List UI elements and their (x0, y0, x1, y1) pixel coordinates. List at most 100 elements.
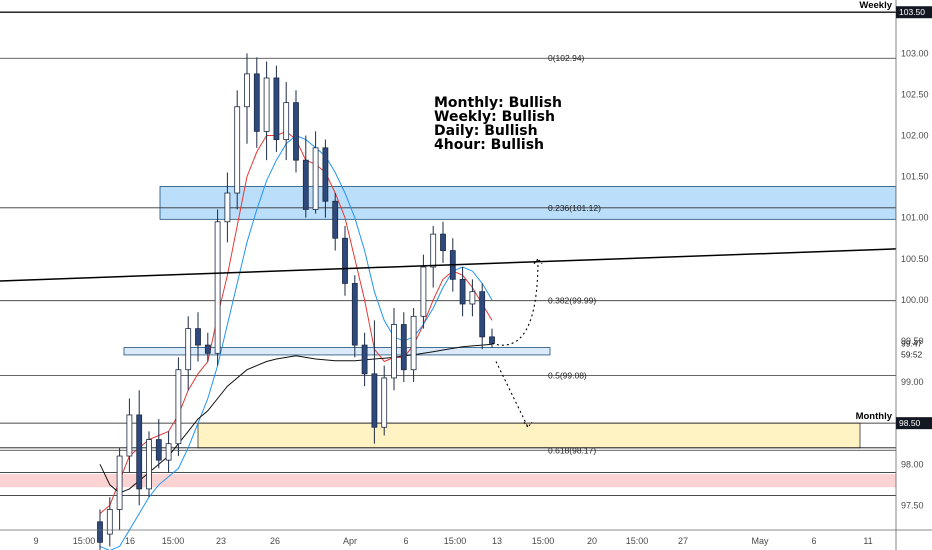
countdown-label: 59:52 (901, 349, 923, 359)
candle (400, 312, 407, 383)
time-tick-label: 16 (125, 536, 135, 546)
price-tick-label: 97.50 (901, 500, 924, 510)
candle (185, 316, 192, 391)
trendline (0, 248, 897, 282)
candle (302, 135, 309, 218)
resistance-zone (159, 186, 897, 220)
time-tick-label: Apr (343, 536, 357, 546)
candle (175, 357, 182, 457)
candle-body (342, 237, 348, 284)
candle (312, 131, 319, 214)
bias-line-0: Monthly: Bullish (434, 95, 562, 111)
time-tick-label: 20 (587, 536, 597, 546)
time-tick-label: 15:00 (532, 536, 555, 546)
time-tick-label: 15:00 (73, 536, 96, 546)
candle-body (97, 521, 103, 543)
candle (322, 139, 329, 218)
candle-body (322, 147, 329, 202)
candle (97, 509, 103, 550)
monthly-zone (197, 422, 861, 449)
timeframe-label-weekly: Weekly (859, 0, 892, 11)
time-tick-label: 15:00 (626, 536, 649, 546)
candle-body (420, 266, 427, 317)
bearish-projection (495, 361, 529, 428)
price-tick-label: 98.00 (901, 459, 924, 469)
candle (204, 332, 211, 362)
candle-body (410, 315, 417, 371)
price-tick-label: 100.00 (901, 295, 929, 305)
price-tick-label: 100.50 (901, 254, 929, 264)
candle-body (195, 328, 201, 346)
price-tag-bg (896, 417, 932, 430)
time-tick-label: 15:00 (162, 536, 185, 546)
candle-body (116, 455, 123, 510)
candle (146, 431, 152, 498)
candle (381, 365, 388, 436)
candle-body (244, 73, 250, 108)
candle (273, 65, 280, 152)
candle-body (351, 283, 358, 346)
candle (224, 172, 231, 243)
candle (342, 225, 348, 296)
candle (195, 312, 201, 362)
candle (214, 209, 221, 366)
zones-layer (0, 186, 897, 488)
candle-body (479, 291, 486, 338)
candle (136, 390, 143, 506)
candle-body (263, 77, 270, 132)
fib-label-0: 0(102.94) (548, 53, 585, 63)
candle-body (155, 439, 162, 461)
candle (410, 308, 417, 383)
candle-body (146, 439, 152, 490)
candle (351, 275, 358, 358)
candle (116, 447, 123, 530)
time-tick-label: May (751, 536, 769, 546)
price-axis-bg (896, 0, 932, 550)
candle (263, 61, 270, 161)
candle-body (224, 192, 231, 223)
candle-body (459, 278, 466, 305)
candles-layer (97, 53, 495, 550)
timeframe-label-monthly: Monthly (856, 411, 893, 422)
price-tick-label: 103.00 (901, 48, 929, 58)
time-tick-label: 6 (403, 536, 408, 546)
candle-body (106, 509, 113, 535)
candle-body (204, 344, 211, 354)
candle (440, 221, 446, 263)
time-tick-label: 6 (811, 536, 816, 546)
time-tick-label: 26 (270, 536, 280, 546)
time-tick-label: 9 (33, 536, 38, 546)
candle-body (214, 221, 221, 354)
candle-body (381, 377, 388, 428)
time-tick-label: 11 (863, 536, 872, 546)
price-tick-label: 101.00 (901, 213, 929, 223)
time-tick-label: 27 (678, 536, 688, 546)
candle-body (283, 102, 290, 141)
candle (332, 193, 339, 251)
candle (106, 497, 113, 547)
candle-body (185, 328, 192, 371)
candle-body (136, 414, 143, 490)
candle (234, 90, 241, 210)
candle-body (391, 324, 397, 379)
candle-body (175, 369, 182, 445)
candle-body (469, 291, 476, 305)
candle-body (332, 200, 339, 239)
fib-label-1: 0.236(101.12) (548, 203, 601, 213)
candle (361, 332, 368, 387)
price-tag-label: 103.50 (899, 7, 925, 17)
price-tick-label: 101.50 (901, 172, 929, 182)
candle (479, 283, 486, 350)
fib-label-3: 0.5(99.08) (548, 370, 587, 380)
price-tick-label: 102.00 (901, 131, 929, 141)
candle (283, 82, 290, 161)
candle (430, 225, 437, 288)
price-tick-label: 99.00 (901, 377, 924, 387)
candle (165, 431, 172, 473)
price-tick-label: 102.50 (901, 89, 929, 99)
bullish-projection (491, 258, 539, 346)
candle-body (400, 324, 407, 371)
